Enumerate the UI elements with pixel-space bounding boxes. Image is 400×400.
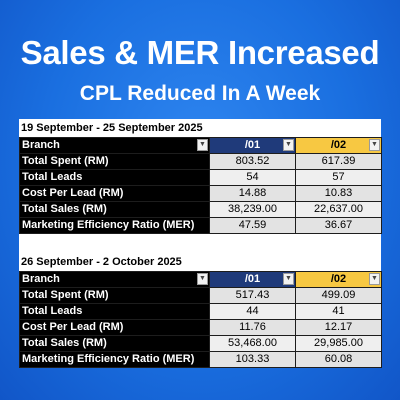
branch-header-cell: Branch ▼ — [19, 271, 210, 288]
metrics-table: Branch ▼ /01 ▼ /02 ▼ Total Spent (RM) 80… — [19, 137, 382, 234]
row-label: Cost Per Lead (RM) — [19, 185, 210, 202]
row-label: Total Sales (RM) — [19, 201, 210, 218]
table-row: Total Sales (RM) 53,468.00 29,985.00 — [19, 335, 382, 352]
branch-02-header-label: /02 — [330, 139, 347, 151]
branch-02-value[interactable]: 60.08 — [295, 351, 382, 368]
branch-02-value[interactable]: 10.83 — [295, 185, 382, 202]
row-label: Total Leads — [19, 303, 210, 320]
branch-01-header-cell: /01 ▼ — [209, 271, 296, 288]
branch-02-value[interactable]: 617.39 — [295, 153, 382, 170]
headline: Sales & MER Increased — [20, 34, 380, 71]
branch-02-header-label: /02 — [330, 273, 347, 285]
row-label: Total Spent (RM) — [19, 153, 210, 170]
table-row: Cost Per Lead (RM) 14.88 10.83 — [19, 185, 382, 202]
branch-02-value[interactable]: 41 — [295, 303, 382, 320]
branch-header-label: Branch — [22, 139, 60, 151]
branch-01-header-cell: /01 ▼ — [209, 137, 296, 154]
row-label: Cost Per Lead (RM) — [19, 319, 210, 336]
branch-01-header-label: /01 — [244, 273, 261, 285]
table-row: Cost Per Lead (RM) 11.76 12.17 — [19, 319, 382, 336]
table-row: Total Leads 54 57 — [19, 169, 382, 186]
table-row: Total Spent (RM) 517.43 499.09 — [19, 287, 382, 304]
branch-02-value[interactable]: 499.09 — [295, 287, 382, 304]
filter-dropdown-icon[interactable]: ▼ — [197, 139, 208, 151]
filter-dropdown-icon[interactable]: ▼ — [369, 273, 380, 285]
branch-01-value[interactable]: 14.88 — [209, 185, 296, 202]
branch-02-header-cell: /02 ▼ — [295, 137, 382, 154]
table-row: Marketing Efficiency Ratio (MER) 47.59 3… — [19, 217, 382, 234]
branch-02-value[interactable]: 29,985.00 — [295, 335, 382, 352]
row-label: Marketing Efficiency Ratio (MER) — [19, 217, 210, 234]
branch-02-value[interactable]: 36.67 — [295, 217, 382, 234]
branch-02-value[interactable]: 12.17 — [295, 319, 382, 336]
branch-01-value[interactable]: 38,239.00 — [209, 201, 296, 218]
branch-02-value[interactable]: 22,637.00 — [295, 201, 382, 218]
table-row: Total Leads 44 41 — [19, 303, 382, 320]
row-label: Marketing Efficiency Ratio (MER) — [19, 351, 210, 368]
branch-header-label: Branch — [22, 273, 60, 285]
period-title: 26 September - 2 October 2025 — [19, 253, 381, 271]
table-header-row: Branch ▼ /01 ▼ /02 ▼ — [19, 271, 382, 288]
branch-01-value[interactable]: 47.59 — [209, 217, 296, 234]
row-label: Total Spent (RM) — [19, 287, 210, 304]
branch-01-value[interactable]: 53,468.00 — [209, 335, 296, 352]
branch-header-cell: Branch ▼ — [19, 137, 210, 154]
filter-dropdown-icon[interactable]: ▼ — [283, 139, 294, 151]
table-header-row: Branch ▼ /01 ▼ /02 ▼ — [19, 137, 382, 154]
branch-01-value[interactable]: 11.76 — [209, 319, 296, 336]
row-label: Total Leads — [19, 169, 210, 186]
filter-dropdown-icon[interactable]: ▼ — [197, 273, 208, 285]
table-row: Total Sales (RM) 38,239.00 22,637.00 — [19, 201, 382, 218]
period-block-2: 26 September - 2 October 2025 Branch ▼ /… — [19, 253, 382, 368]
branch-01-header-label: /01 — [244, 139, 261, 151]
branch-02-header-cell: /02 ▼ — [295, 271, 382, 288]
branch-02-value[interactable]: 57 — [295, 169, 382, 186]
row-label: Total Sales (RM) — [19, 335, 210, 352]
filter-dropdown-icon[interactable]: ▼ — [369, 139, 380, 151]
filter-dropdown-icon[interactable]: ▼ — [283, 273, 294, 285]
branch-01-value[interactable]: 517.43 — [209, 287, 296, 304]
spreadsheet-panel: 19 September - 25 September 2025 Branch … — [19, 119, 382, 368]
period-title: 19 September - 25 September 2025 — [19, 119, 381, 137]
branch-01-value[interactable]: 54 — [209, 169, 296, 186]
table-row: Total Spent (RM) 803.52 617.39 — [19, 153, 382, 170]
branch-01-value[interactable]: 44 — [209, 303, 296, 320]
subheadline: CPL Reduced In A Week — [79, 82, 321, 105]
period-block-1: 19 September - 25 September 2025 Branch … — [19, 119, 382, 234]
branch-01-value[interactable]: 803.52 — [209, 153, 296, 170]
branch-01-value[interactable]: 103.33 — [209, 351, 296, 368]
table-row: Marketing Efficiency Ratio (MER) 103.33 … — [19, 351, 382, 368]
metrics-table: Branch ▼ /01 ▼ /02 ▼ Total Spent (RM) 51… — [19, 271, 382, 368]
